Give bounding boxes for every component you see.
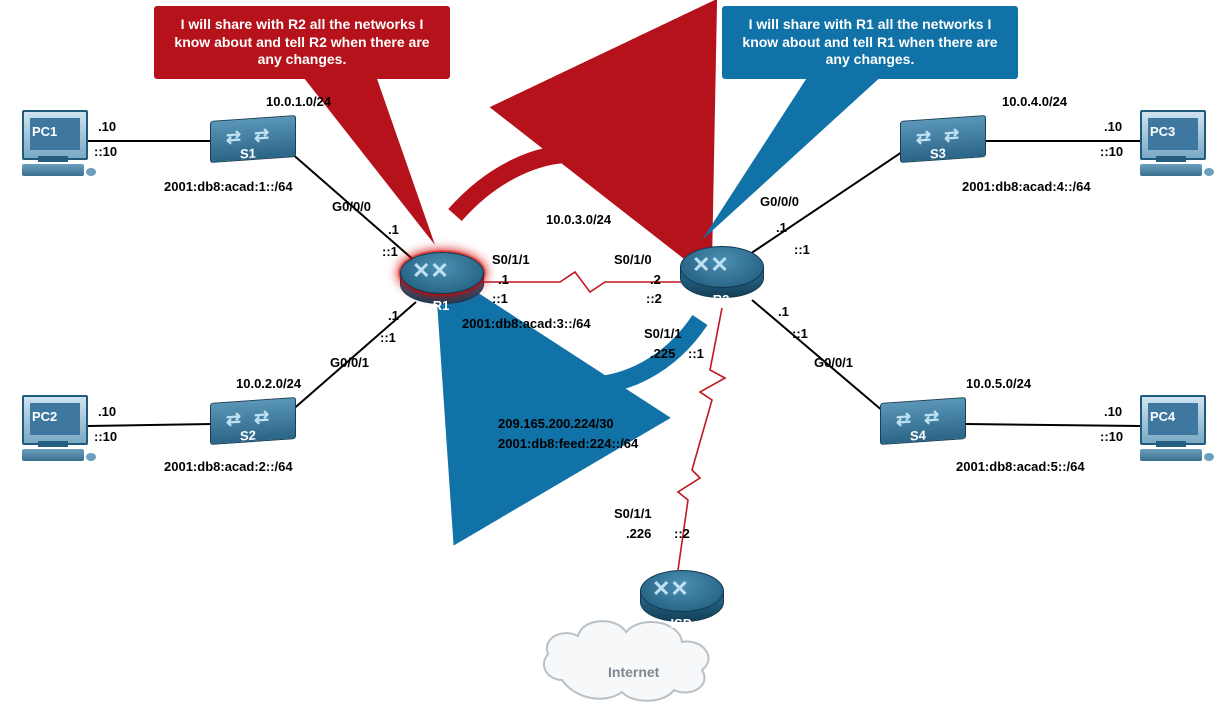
device-s3: ⇄ ⇄S3 — [900, 118, 984, 170]
r2-g001-4: .1 — [778, 304, 789, 319]
pc4-label: PC4 — [1150, 409, 1175, 424]
s3-net-v4: 10.0.4.0/24 — [1002, 94, 1067, 109]
device-pc3: PC3 — [1140, 110, 1206, 176]
r2isp-net4: 209.165.200.224/30 — [498, 416, 614, 431]
r2-s010-4: .2 — [650, 272, 661, 287]
r2-s011-4: .225 — [650, 346, 675, 361]
r1-s011-6: ::1 — [492, 291, 508, 306]
s1-net-v6: 2001:db8:acad:1::/64 — [164, 179, 293, 194]
callout-r1: I will share with R2 all the networks I … — [154, 6, 450, 79]
s3-label: S3 — [930, 145, 946, 161]
pc3-ip4: .10 — [1104, 119, 1122, 134]
s2-net-v6: 2001:db8:acad:2::/64 — [164, 459, 293, 474]
s4-net-v4: 10.0.5.0/24 — [966, 376, 1031, 391]
s4-net-v6: 2001:db8:acad:5::/64 — [956, 459, 1085, 474]
device-s1: ⇄ ⇄S1 — [210, 118, 294, 170]
device-pc2: PC2 — [22, 395, 88, 461]
s3-net-v6: 2001:db8:acad:4::/64 — [962, 179, 1091, 194]
device-isp: ✕✕ISP — [640, 570, 722, 640]
pc4-ip6: ::10 — [1100, 429, 1123, 444]
cloud-internet-label: Internet — [608, 664, 659, 680]
pc4-ip4: .10 — [1104, 404, 1122, 419]
device-s2: ⇄ ⇄S2 — [210, 400, 294, 452]
r2-label: R2 — [680, 292, 762, 307]
callout-r2: I will share with R1 all the networks I … — [722, 6, 1018, 79]
isp-s011-4: .226 — [626, 526, 651, 541]
diagram-canvas: I will share with R2 all the networks I … — [0, 0, 1222, 723]
pc2-label: PC2 — [32, 409, 57, 424]
r2-g001: G0/0/1 — [814, 355, 853, 370]
r1-g001-6: ::1 — [380, 330, 396, 345]
r2-s011-6: ::1 — [688, 346, 704, 361]
s4-label: S4 — [910, 427, 926, 443]
pc2-ip4: .10 — [98, 404, 116, 419]
r1-g000-4: .1 — [388, 222, 399, 237]
r2-s010-6: ::2 — [646, 291, 662, 306]
s2-label: S2 — [240, 427, 256, 443]
r1-g001-4: .1 — [388, 308, 399, 323]
r1-g000-6: ::1 — [382, 244, 398, 259]
pc3-ip6: ::10 — [1100, 144, 1123, 159]
isp-label: ISP — [640, 616, 722, 631]
isp-s011-6: ::2 — [674, 526, 690, 541]
device-r2: ✕✕R2 — [680, 246, 762, 316]
r2-s010: S0/1/0 — [614, 252, 652, 267]
r1-s011: S0/1/1 — [492, 252, 530, 267]
device-pc1: PC1 — [22, 110, 88, 176]
r2-g000-6: ::1 — [794, 242, 810, 257]
device-pc4: PC4 — [1140, 395, 1206, 461]
s2-net-v4: 10.0.2.0/24 — [236, 376, 301, 391]
r1r2-net4: 10.0.3.0/24 — [546, 212, 611, 227]
r2isp-net6: 2001:db8:feed:224::/64 — [498, 436, 638, 451]
r2-g000-4: .1 — [776, 220, 787, 235]
r1-label: R1 — [400, 298, 482, 313]
r1-g000: G0/0/0 — [332, 199, 371, 214]
pc1-ip4: .10 — [98, 119, 116, 134]
s1-net-v4: 10.0.1.0/24 — [266, 94, 331, 109]
isp-s011: S0/1/1 — [614, 506, 652, 521]
pc2-ip6: ::10 — [94, 429, 117, 444]
device-r1: ✕✕R1 — [400, 252, 482, 322]
r2-g000: G0/0/0 — [760, 194, 799, 209]
r1-g001: G0/0/1 — [330, 355, 369, 370]
r1r2-net6: 2001:db8:acad:3::/64 — [462, 316, 591, 331]
r2-g001-6: ::1 — [792, 326, 808, 341]
pc1-label: PC1 — [32, 124, 57, 139]
pc3-label: PC3 — [1150, 124, 1175, 139]
device-s4: ⇄ ⇄S4 — [880, 400, 964, 452]
s1-label: S1 — [240, 145, 256, 161]
r2-s011: S0/1/1 — [644, 326, 682, 341]
pc1-ip6: ::10 — [94, 144, 117, 159]
r1-s011-4: .1 — [498, 272, 509, 287]
